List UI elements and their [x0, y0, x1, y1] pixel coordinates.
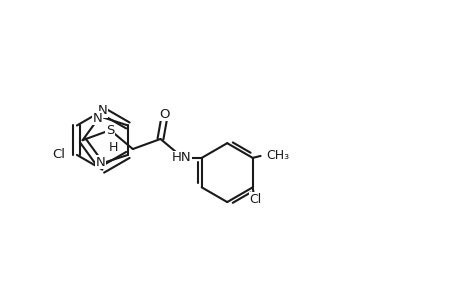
Text: Cl: Cl [52, 148, 65, 161]
Text: Cl: Cl [249, 193, 261, 206]
Text: HN: HN [171, 152, 190, 164]
Text: S: S [106, 124, 114, 136]
Text: N: N [93, 112, 103, 125]
Text: CH₃: CH₃ [266, 149, 289, 162]
Text: O: O [159, 108, 170, 121]
Text: N: N [97, 104, 107, 117]
Text: H: H [108, 141, 118, 154]
Text: N: N [96, 155, 106, 169]
